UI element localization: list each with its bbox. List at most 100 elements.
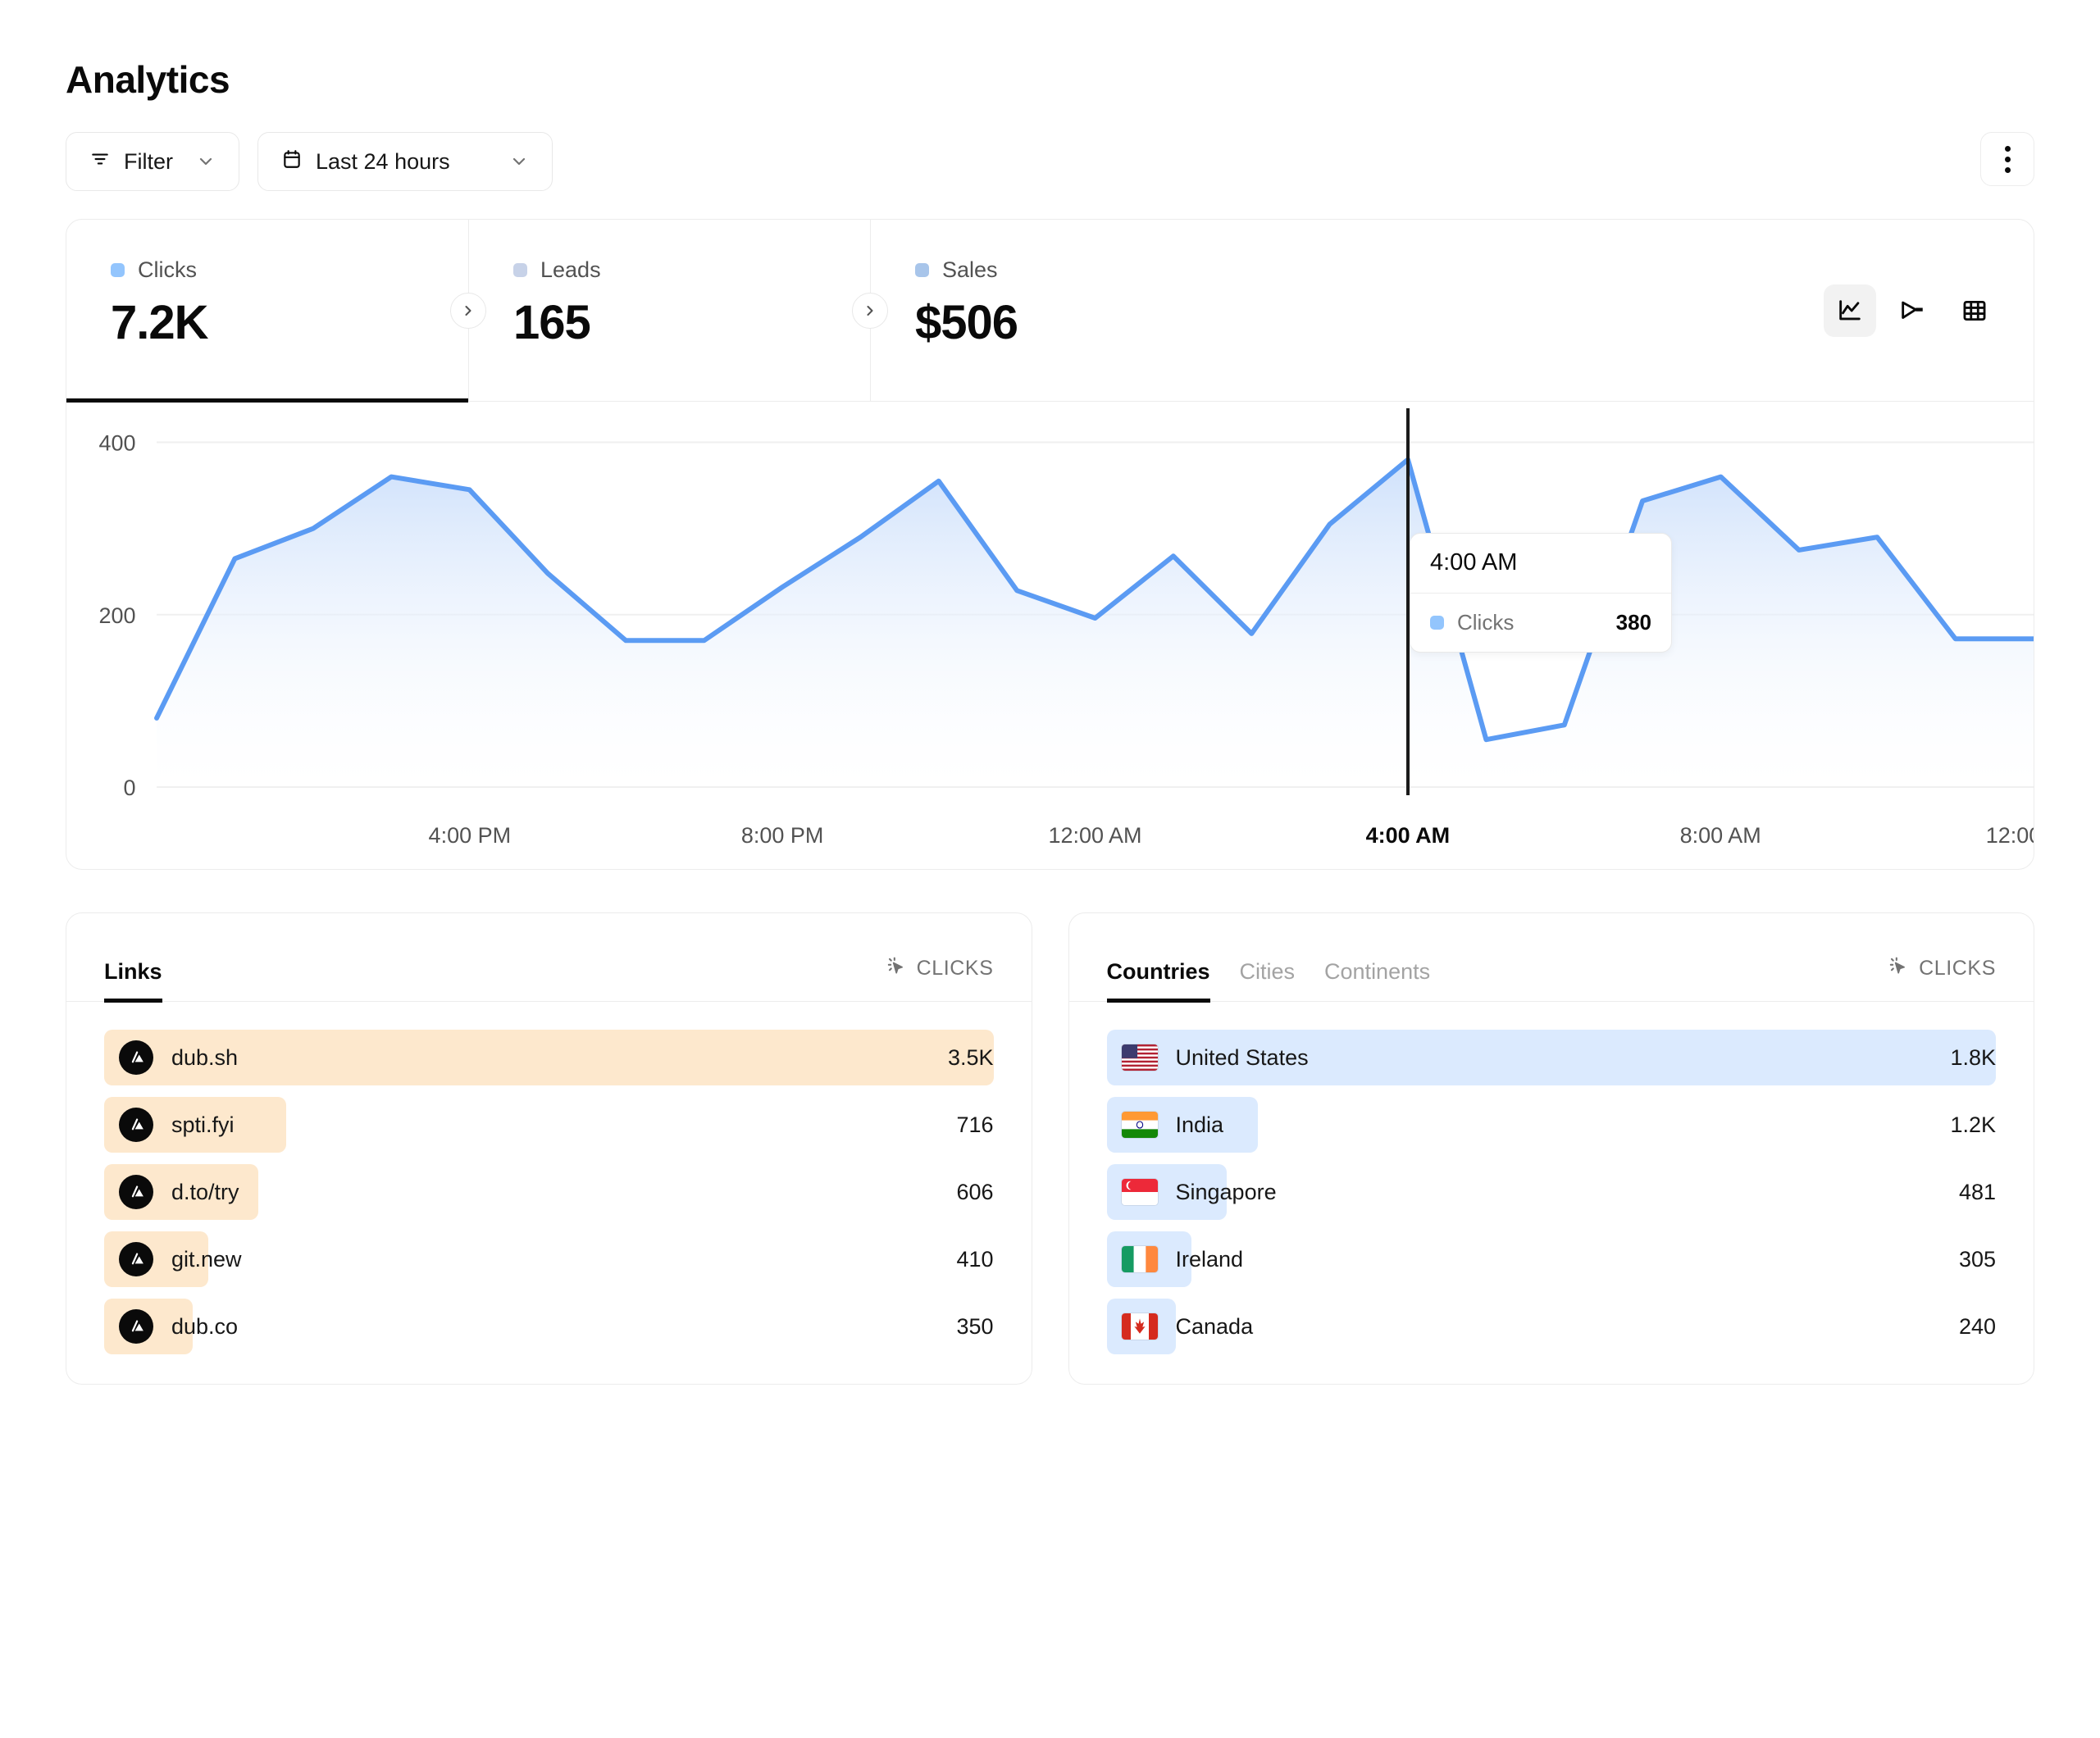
leads-color-swatch: [513, 263, 527, 278]
locations-panel-header: Countries Cities Continents: [1068, 913, 2034, 1003]
link-row[interactable]: git.new 410: [104, 1231, 994, 1288]
tab-links[interactable]: Links: [104, 961, 162, 1003]
metric-card-leads[interactable]: Leads 165: [468, 220, 870, 402]
row-left: spti.fyi: [104, 1108, 235, 1143]
metric-name: Sales: [942, 257, 998, 283]
row-label: United States: [1175, 1044, 1309, 1070]
link-row[interactable]: dub.co 350: [104, 1299, 994, 1355]
locations-tabs: Countries Cities Continents: [1106, 913, 1430, 1003]
page-title: Analytics: [66, 58, 230, 101]
calendar-icon: [281, 148, 303, 175]
tooltip-series-value: 380: [1615, 610, 1651, 635]
locations-panel: Countries Cities Continents: [1068, 912, 2034, 1385]
metrics-row: Clicks 7.2K Leads 165 Sales $506: [66, 220, 2034, 403]
dub-logo-icon: [119, 1242, 153, 1277]
dub-logo-icon: [119, 1309, 153, 1344]
flag-icon-ie: [1121, 1246, 1158, 1273]
tab-label: Cities: [1239, 959, 1296, 985]
links-panel-header: Links CLICKS: [66, 913, 1032, 1003]
row-left: United States: [1107, 1044, 1309, 1071]
row-value: 1.2K: [1950, 1112, 1996, 1137]
row-value: 3.5K: [947, 1044, 994, 1070]
tab-cities[interactable]: Cities: [1240, 961, 1296, 1001]
row-label: India: [1175, 1112, 1224, 1137]
toolbar: Filter Last 24 hours: [66, 132, 2034, 192]
tab-label: Continents: [1324, 959, 1431, 985]
clicks-timeseries-chart[interactable]: 0 200 400 4:00 PM 8:00 PM 12:00 AM 4:00 AM 8:0…: [66, 402, 2034, 869]
cursor-click-icon: [1886, 954, 1909, 983]
chart-type-toggles: [1824, 284, 2001, 337]
row-left: dub.sh: [104, 1040, 239, 1076]
row-value: 350: [956, 1313, 994, 1339]
line-chart-toggle[interactable]: [1824, 284, 1876, 337]
tooltip-series-row: Clicks 380: [1410, 594, 1671, 652]
links-panel: Links CLICKS dub.sh 3.5K spti.fyi 716 d.to/t…: [66, 912, 1032, 1385]
table-view-toggle[interactable]: [1948, 284, 2001, 337]
row-bar: [1106, 1030, 1996, 1086]
chart-line: [154, 457, 2034, 743]
analytics-main-card: Clicks 7.2K Leads 165 Sales $506: [66, 219, 2034, 871]
links-metric-label: CLICKS: [916, 957, 994, 980]
metric-label-leads: Leads: [513, 259, 870, 281]
funnel-chart-toggle[interactable]: [1886, 284, 1938, 337]
row-label: Singapore: [1175, 1179, 1277, 1204]
row-label: d.to/try: [171, 1179, 239, 1204]
row-label: spti.fyi: [171, 1112, 235, 1137]
row-bar: [104, 1030, 994, 1086]
link-row[interactable]: d.to/try 606: [104, 1164, 994, 1221]
metric-label-sales: Sales: [915, 259, 1272, 281]
row-value: 305: [1958, 1246, 1996, 1272]
row-label: Ireland: [1175, 1246, 1244, 1272]
sales-color-swatch: [915, 263, 929, 278]
clicks-color-swatch: [111, 263, 125, 278]
country-row[interactable]: United States 1.8K: [1106, 1030, 1996, 1086]
row-left: Singapore: [1107, 1179, 1277, 1206]
clicks-to-leads-arrow[interactable]: [450, 292, 486, 329]
chevron-down-icon: [196, 152, 216, 171]
links-metric-selector[interactable]: CLICKS: [884, 954, 994, 1001]
metric-value-sales: $506: [915, 296, 1018, 350]
countries-list: United States 1.8K India 1.2K Singapore 481 Ir…: [1069, 1002, 2034, 1384]
country-row[interactable]: Canada 240: [1106, 1299, 1996, 1355]
country-row[interactable]: India 1.2K: [1106, 1097, 1996, 1153]
filter-icon: [89, 148, 111, 175]
tab-continents[interactable]: Continents: [1324, 961, 1430, 1001]
metric-label-clicks: Clicks: [111, 259, 468, 281]
tab-countries[interactable]: Countries: [1106, 961, 1210, 1003]
row-value: 606: [956, 1179, 994, 1204]
link-row[interactable]: spti.fyi 716: [104, 1097, 994, 1153]
more-options-button[interactable]: [1980, 132, 2034, 187]
metric-card-clicks[interactable]: Clicks 7.2K: [66, 220, 468, 403]
country-row[interactable]: Singapore 481: [1106, 1164, 1996, 1221]
flag-icon-sg: [1121, 1179, 1158, 1206]
row-left: dub.co: [104, 1309, 238, 1344]
row-label: Canada: [1175, 1313, 1254, 1339]
leads-to-sales-arrow[interactable]: [852, 292, 888, 329]
country-row[interactable]: Ireland 305: [1106, 1231, 1996, 1288]
links-list: dub.sh 3.5K spti.fyi 716 d.to/try 606 git.new 4…: [66, 1002, 1032, 1384]
row-value: 410: [956, 1246, 994, 1272]
row-value: 716: [956, 1112, 994, 1137]
chart-tooltip: 4:00 AM Clicks 380: [1410, 533, 1672, 653]
locations-metric-selector[interactable]: CLICKS: [1886, 954, 1996, 1001]
date-range-button[interactable]: Last 24 hours: [257, 132, 553, 192]
row-label: dub.sh: [171, 1044, 239, 1070]
tooltip-time: 4:00 AM: [1410, 534, 1671, 594]
link-row[interactable]: dub.sh 3.5K: [104, 1030, 994, 1086]
dub-logo-icon: [119, 1040, 153, 1076]
filter-button[interactable]: Filter: [66, 132, 239, 192]
flag-icon-in: [1121, 1112, 1158, 1139]
metric-value-clicks: 7.2K: [111, 296, 209, 350]
chart-svg: [154, 408, 2034, 796]
dub-logo-icon: [119, 1108, 153, 1143]
metric-card-sales[interactable]: Sales $506: [870, 220, 1272, 402]
metric-value-leads: 165: [513, 296, 591, 350]
date-range-label: Last 24 hours: [316, 148, 450, 174]
flag-icon-us: [1121, 1044, 1158, 1071]
vertical-dots-icon: [2004, 145, 2011, 173]
row-left: India: [1107, 1112, 1224, 1139]
chevron-down-icon: [509, 152, 529, 171]
bottom-panels: Links CLICKS dub.sh 3.5K spti.fyi 716 d.to/t…: [66, 912, 2034, 1385]
row-left: Canada: [1107, 1313, 1254, 1340]
tooltip-color-swatch: [1430, 616, 1444, 630]
